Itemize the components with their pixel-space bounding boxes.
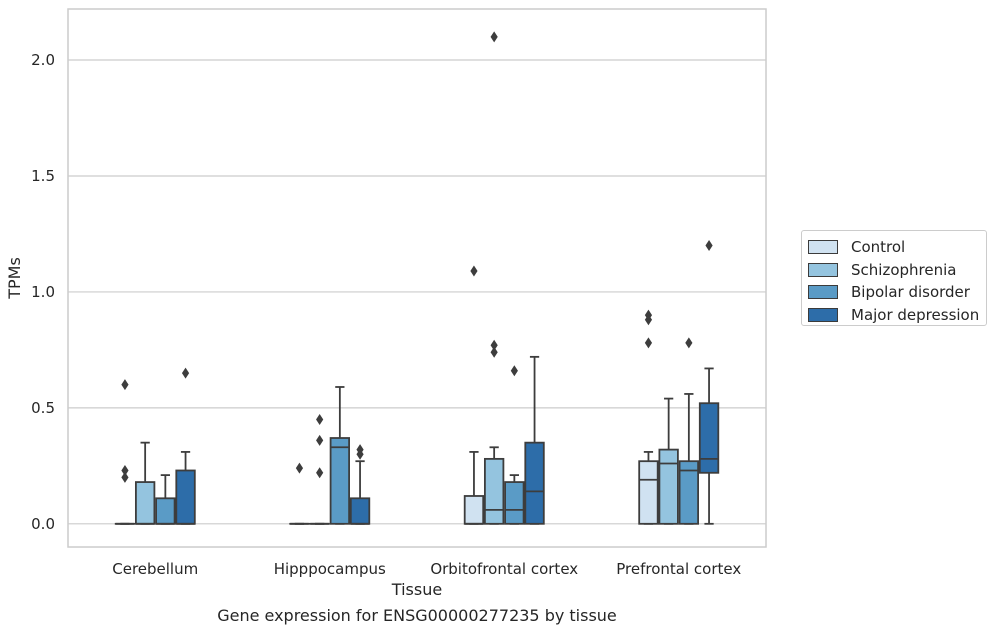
box-bipolar-disorder: [680, 337, 699, 523]
box-iqr: [700, 403, 719, 473]
outlier-point: [491, 31, 498, 42]
legend-swatch: [808, 240, 838, 254]
x-tick-label: Cerebellum: [112, 560, 198, 578]
outlier-point: [316, 435, 323, 446]
box-bipolar-disorder: [156, 475, 175, 524]
outlier-point: [645, 337, 652, 348]
outlier-point: [491, 340, 498, 351]
x-tick-label: Hipppocampus: [274, 560, 386, 578]
x-axis-label: Tissue: [391, 580, 442, 599]
box-major-depression: [700, 240, 719, 524]
outlier-point: [121, 379, 128, 390]
box-major-depression: [525, 357, 544, 524]
outlier-point: [470, 266, 477, 277]
y-tick-label: 1.5: [31, 167, 55, 185]
outlier-point: [685, 337, 692, 348]
box-control: [116, 379, 135, 524]
legend: Control Schizophrenia Bipolar disorder Majo…: [801, 230, 987, 326]
outlier-point: [705, 240, 712, 251]
box-schizophrenia: [485, 31, 504, 523]
outlier-point: [121, 465, 128, 476]
box-control: [465, 266, 484, 524]
box-iqr: [156, 498, 175, 524]
legend-swatch: [808, 285, 838, 299]
box-iqr: [331, 438, 350, 524]
box-iqr: [136, 482, 155, 524]
legend-swatch: [808, 308, 838, 322]
box-schizophrenia: [659, 399, 678, 524]
y-tick-label: 1.0: [31, 283, 55, 301]
legend-item: Schizophrenia: [808, 259, 986, 282]
box-iqr: [659, 450, 678, 524]
axes: 0.0 0.5 1.0 1.5 2.0 TPMs Cerebellum Hipppocampu…: [5, 51, 741, 599]
box-bipolar-disorder: [505, 365, 523, 524]
chart-caption: Gene expression for ENSG00000277235 by t…: [0, 606, 834, 625]
box-iqr: [351, 498, 370, 524]
legend-label: Bipolar disorder: [851, 283, 970, 301]
y-tick-label: 0.5: [31, 399, 55, 417]
outlier-point: [316, 467, 323, 478]
box-iqr: [485, 459, 504, 524]
legend-label: Schizophrenia: [851, 261, 956, 279]
box-iqr: [525, 443, 544, 524]
legend-item: Bipolar disorder: [808, 281, 986, 304]
x-tick-label: Orbitofrontal cortex: [430, 560, 578, 578]
outlier-point: [316, 414, 323, 425]
box-plots: [116, 31, 719, 523]
outlier-point: [182, 368, 189, 379]
box-iqr: [465, 496, 484, 524]
legend-item: Control: [808, 236, 986, 259]
box-schizophrenia: [136, 443, 155, 524]
box-iqr: [639, 461, 658, 524]
box-major-depression: [351, 444, 370, 524]
box-iqr: [505, 482, 523, 524]
box-control: [639, 310, 658, 524]
y-tick-label: 0.0: [31, 515, 55, 533]
box-control: [290, 463, 309, 524]
legend-label: Major depression: [851, 306, 979, 324]
box-major-depression: [176, 368, 195, 524]
y-axis-label: TPMs: [5, 257, 24, 300]
x-tick-label: Prefrontal cortex: [616, 560, 741, 578]
box-iqr: [176, 470, 195, 523]
legend-item: Major depression: [808, 304, 986, 327]
y-tick-label: 2.0: [31, 51, 55, 69]
legend-label: Control: [851, 238, 905, 256]
outlier-point: [511, 365, 518, 376]
legend-swatch: [808, 263, 838, 277]
box-schizophrenia: [310, 414, 329, 524]
outlier-point: [296, 463, 303, 474]
